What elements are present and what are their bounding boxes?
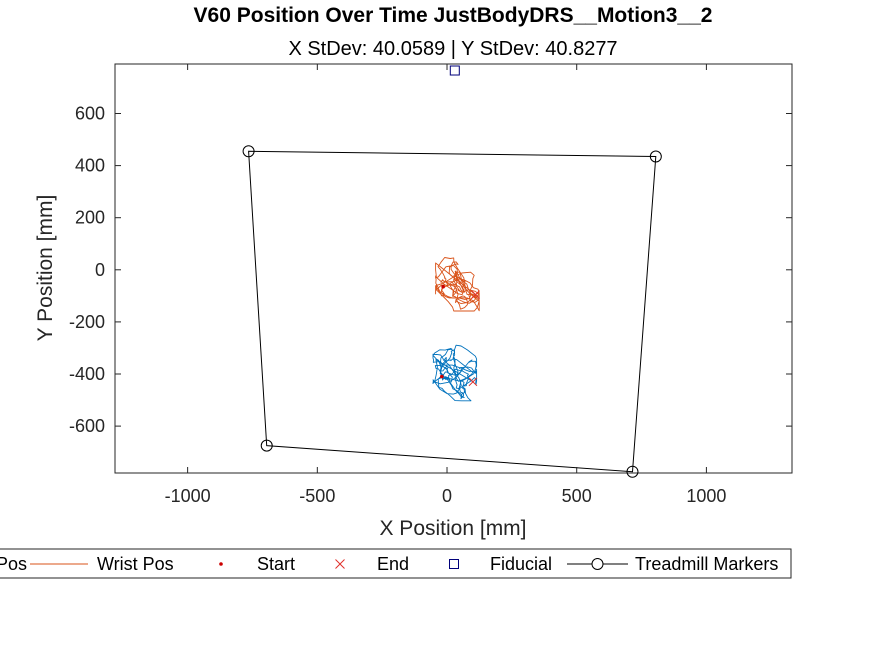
fiducial-marker	[449, 65, 460, 76]
x-axis-label: X Position [mm]	[379, 517, 526, 540]
end-point	[471, 290, 480, 299]
chart-subtitle: X StDev: 40.0589 | Y StDev: 40.8277	[288, 38, 617, 60]
treadmill-marker	[260, 439, 273, 452]
legend-swatch-square	[449, 559, 459, 569]
x-tick-label: -1000	[165, 486, 211, 506]
pos-trajectory	[432, 344, 478, 402]
wrist-pos-trajectory	[435, 257, 480, 312]
start-point	[440, 374, 444, 379]
data-layer	[242, 65, 662, 478]
legend-label: Pos	[0, 554, 27, 574]
start-point	[441, 284, 445, 289]
tick-layer: -1000 -500 0 500 1000 -600 -400 -200 0 200 400 600	[69, 64, 792, 506]
y-tick-label: 400	[75, 156, 105, 176]
plot-area: -1000 -500 0 500 1000 -600 -400 -200 0 200 400 600	[69, 63, 793, 506]
x-tick-label: 0	[442, 486, 452, 506]
legend-label: Start	[257, 554, 295, 574]
x-tick-label: -500	[299, 486, 335, 506]
y-tick-label: 200	[75, 208, 105, 228]
y-tick-label: -600	[69, 416, 105, 436]
legend-swatch-x	[335, 559, 345, 569]
x-tick-label: 1000	[686, 486, 726, 506]
legend-label: End	[377, 554, 409, 574]
end-point	[468, 377, 478, 387]
legend-box	[0, 548, 792, 579]
treadmill-marker	[649, 150, 662, 163]
legend-label: Treadmill Markers	[635, 554, 778, 574]
y-tick-label: -200	[69, 312, 105, 332]
legend-swatch-circle	[591, 558, 604, 570]
treadmill-outline	[248, 150, 657, 473]
legend-swatch-dot	[219, 562, 223, 566]
y-axis-label: Y Position [mm]	[34, 195, 57, 342]
treadmill-marker	[242, 145, 255, 158]
axes-box	[114, 63, 793, 474]
treadmill-marker	[626, 465, 639, 478]
legend-label: Fiducial	[490, 554, 552, 574]
chart-title: V60 Position Over Time JustBodyDRS__Moti…	[194, 4, 713, 27]
x-tick-label: 500	[562, 486, 592, 506]
y-tick-label: 0	[95, 260, 105, 280]
legend: Pos Wrist Pos Start End Fiducial Treadmill Ma…	[0, 548, 792, 579]
legend-label: Wrist Pos	[97, 554, 174, 574]
y-tick-label: -400	[69, 364, 105, 384]
legend-items: Pos Wrist Pos Start End Fiducial Treadmill Ma…	[0, 554, 778, 574]
y-tick-label: 600	[75, 103, 105, 123]
